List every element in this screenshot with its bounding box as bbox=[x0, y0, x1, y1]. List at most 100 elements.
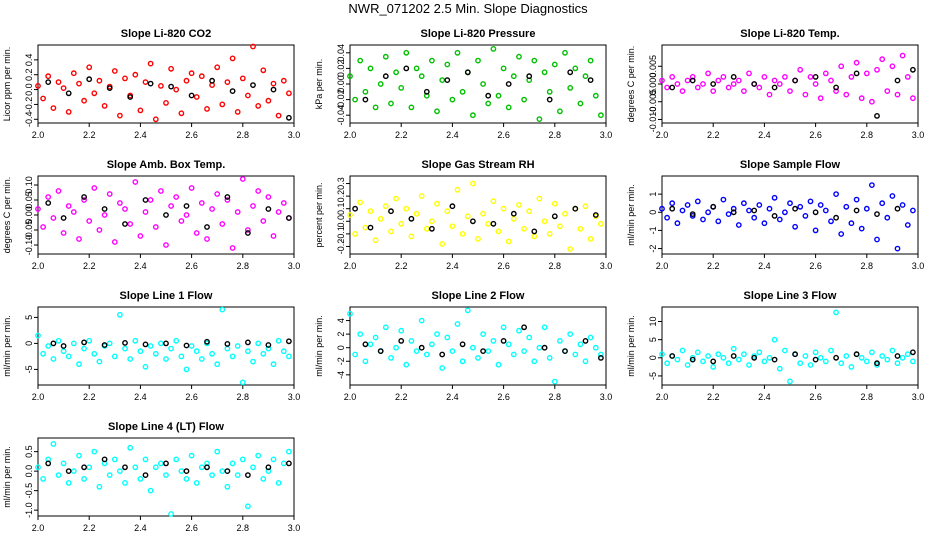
y-tick-label: -0.010 bbox=[648, 107, 658, 133]
data-point bbox=[679, 207, 686, 214]
data-point bbox=[65, 109, 72, 115]
data-point bbox=[418, 193, 425, 200]
data-point bbox=[480, 331, 486, 337]
highlight-series bbox=[50, 338, 292, 349]
data-point bbox=[807, 362, 814, 368]
highlight-point bbox=[168, 83, 175, 90]
data-point bbox=[357, 199, 364, 206]
highlight-point bbox=[45, 460, 52, 467]
panel-title: Slope Line 4 (LT) Flow bbox=[108, 421, 224, 433]
data-point bbox=[439, 365, 446, 371]
highlight-series bbox=[669, 66, 916, 119]
y-tick-label: -0.5 bbox=[24, 483, 34, 499]
data-point bbox=[598, 220, 604, 227]
data-point bbox=[761, 74, 768, 80]
data-point bbox=[188, 70, 195, 77]
data-point bbox=[234, 472, 241, 478]
data-point bbox=[285, 90, 292, 97]
data-point bbox=[96, 227, 103, 233]
highlight-point bbox=[669, 205, 676, 212]
data-point bbox=[65, 203, 72, 209]
data-point bbox=[275, 112, 282, 119]
data-point bbox=[863, 358, 870, 365]
x-tick-label: 2.6 bbox=[497, 130, 510, 140]
data-point bbox=[766, 91, 773, 98]
data-point bbox=[152, 464, 159, 471]
x-tick-label: 3.0 bbox=[288, 130, 301, 140]
highlight-point bbox=[812, 209, 819, 216]
data-point bbox=[817, 95, 824, 102]
data-point bbox=[700, 81, 706, 87]
highlight-point bbox=[480, 348, 486, 354]
data-point bbox=[224, 197, 231, 203]
data-point bbox=[444, 61, 451, 68]
y-tick-label: 0.2 bbox=[336, 190, 346, 203]
highlight-point bbox=[142, 472, 149, 478]
panel-1: Slope Li-820 CO2 2.0 2.2 2.4 2.6 2.8 3.0 -0.4-0… bbox=[2, 28, 300, 140]
data-point bbox=[413, 348, 420, 354]
data-point bbox=[521, 96, 527, 103]
data-point bbox=[454, 321, 461, 327]
highlight-point bbox=[439, 351, 446, 358]
highlight-point bbox=[874, 211, 880, 218]
x-tick-label: 2.0 bbox=[344, 261, 357, 271]
data-point bbox=[526, 208, 533, 215]
highlight-point bbox=[352, 205, 358, 212]
data-point bbox=[746, 207, 752, 214]
data-point bbox=[557, 337, 563, 344]
data-point bbox=[541, 69, 548, 76]
highlight-point bbox=[526, 73, 533, 80]
data-point bbox=[157, 340, 164, 347]
data-point bbox=[730, 205, 737, 212]
data-point bbox=[101, 212, 108, 218]
data-point bbox=[725, 211, 732, 218]
dense-series bbox=[659, 182, 916, 252]
panel-5: Slope Gas Stream RH 2.0 2.2 2.4 2.6 2.8 3.0 -0.… bbox=[314, 159, 612, 271]
data-point bbox=[787, 378, 793, 385]
data-point bbox=[874, 236, 880, 243]
data-point bbox=[147, 60, 154, 67]
y-tick-label: 0.04 bbox=[336, 44, 346, 62]
y-axis-label: ml/min per min. bbox=[314, 315, 324, 377]
data-point bbox=[899, 52, 906, 59]
data-point bbox=[239, 176, 246, 182]
data-point bbox=[388, 354, 394, 361]
highlight-point bbox=[833, 354, 839, 361]
data-point bbox=[163, 356, 169, 362]
data-point bbox=[464, 307, 471, 314]
data-point bbox=[357, 57, 364, 64]
panel-title: Slope Li-820 Temp. bbox=[740, 28, 839, 40]
data-point bbox=[536, 116, 543, 123]
highlight-point bbox=[183, 342, 190, 349]
x-tick-label: 2.4 bbox=[134, 261, 147, 271]
x-tick-label: 3.0 bbox=[600, 261, 613, 271]
data-point bbox=[285, 448, 292, 455]
data-point bbox=[741, 351, 747, 358]
data-point bbox=[562, 210, 568, 217]
data-point bbox=[250, 358, 256, 365]
data-point bbox=[122, 479, 128, 486]
data-point bbox=[209, 350, 216, 357]
data-point bbox=[761, 220, 768, 227]
data-point bbox=[674, 81, 681, 87]
data-point bbox=[858, 95, 865, 102]
highlight-point bbox=[285, 460, 292, 467]
data-point bbox=[766, 354, 773, 361]
data-point bbox=[388, 100, 394, 107]
highlight-point bbox=[853, 351, 860, 358]
plot-frame bbox=[349, 175, 607, 255]
data-point bbox=[812, 81, 819, 87]
x-tick-label: 3.0 bbox=[912, 392, 925, 402]
panel-title: Slope Sample Flow bbox=[740, 159, 841, 171]
data-point bbox=[822, 70, 829, 77]
data-point bbox=[531, 233, 538, 240]
highlight-point bbox=[910, 66, 916, 73]
data-point bbox=[91, 448, 98, 455]
data-point bbox=[899, 202, 906, 208]
panel-title: Slope Li-820 Pressure bbox=[421, 28, 536, 40]
data-point bbox=[449, 223, 456, 230]
x-tick-label: 2.2 bbox=[707, 130, 720, 140]
highlight-point bbox=[122, 464, 128, 471]
data-point bbox=[817, 202, 824, 208]
data-point bbox=[531, 358, 538, 365]
